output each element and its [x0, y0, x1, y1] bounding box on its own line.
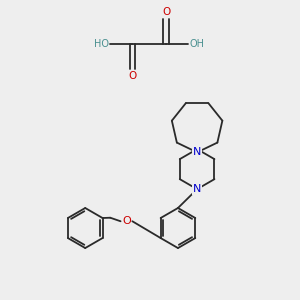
Text: N: N: [193, 184, 201, 194]
Text: O: O: [162, 7, 170, 16]
Text: N: N: [193, 147, 201, 158]
Text: O: O: [122, 216, 131, 226]
Text: O: O: [128, 71, 136, 81]
Text: OH: OH: [190, 39, 205, 49]
Text: HO: HO: [94, 39, 109, 49]
